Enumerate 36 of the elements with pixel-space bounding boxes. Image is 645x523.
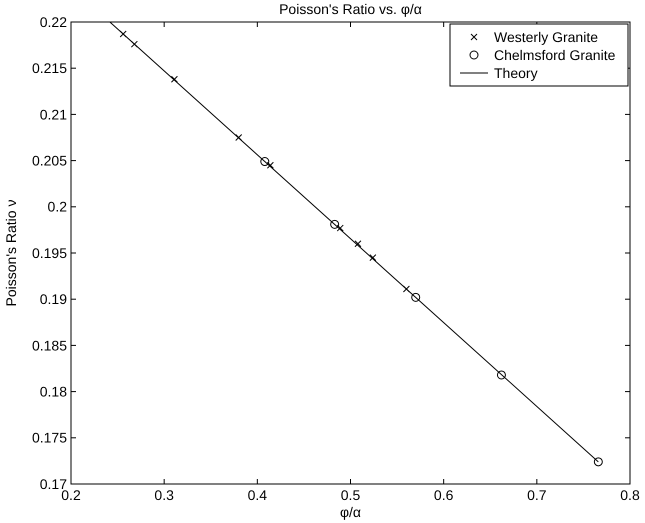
point [170,76,178,83]
point [354,240,362,248]
point [369,254,376,262]
x-tick-label: 0.7 [527,487,547,503]
x-tick-label: 0.3 [154,487,174,503]
x-tick-label: 0.6 [434,487,454,503]
y-axis-title: Poisson's Ratio ν [3,200,19,306]
point [594,457,603,466]
point [235,134,242,141]
point [266,162,274,169]
point [402,286,410,293]
point [130,40,138,48]
point [496,370,506,380]
y-tick-label: 0.18 [40,384,68,400]
x-axis-title: φ/α [340,504,362,520]
y-tick-label: 0.2 [48,198,68,215]
point [260,157,270,166]
legend-label: Theory [494,64,538,81]
y-tick-label: 0.195 [32,244,68,261]
point [120,30,127,38]
point [330,220,340,229]
x-tick-label: 0.8 [620,487,640,503]
point [336,224,344,232]
x-tick-label: 0.5 [340,487,360,503]
y-tick-label: 0.205 [32,152,68,168]
y-tick-label: 0.215 [32,60,68,76]
y-tick-label: 0.19 [40,291,68,308]
point [411,292,420,302]
legend-label: Chelmsford Granite [494,46,616,63]
y-tick-label: 0.21 [40,106,68,122]
y-tick-label: 0.22 [40,14,68,30]
x-tick-label: 0.4 [248,487,268,503]
y-tick-label: 0.175 [32,430,68,446]
legend-label: Westerly Granite [494,28,598,45]
y-tick-label: 0.185 [32,337,68,354]
chart-title: Poisson's Ratio vs. φ/α [279,1,422,17]
